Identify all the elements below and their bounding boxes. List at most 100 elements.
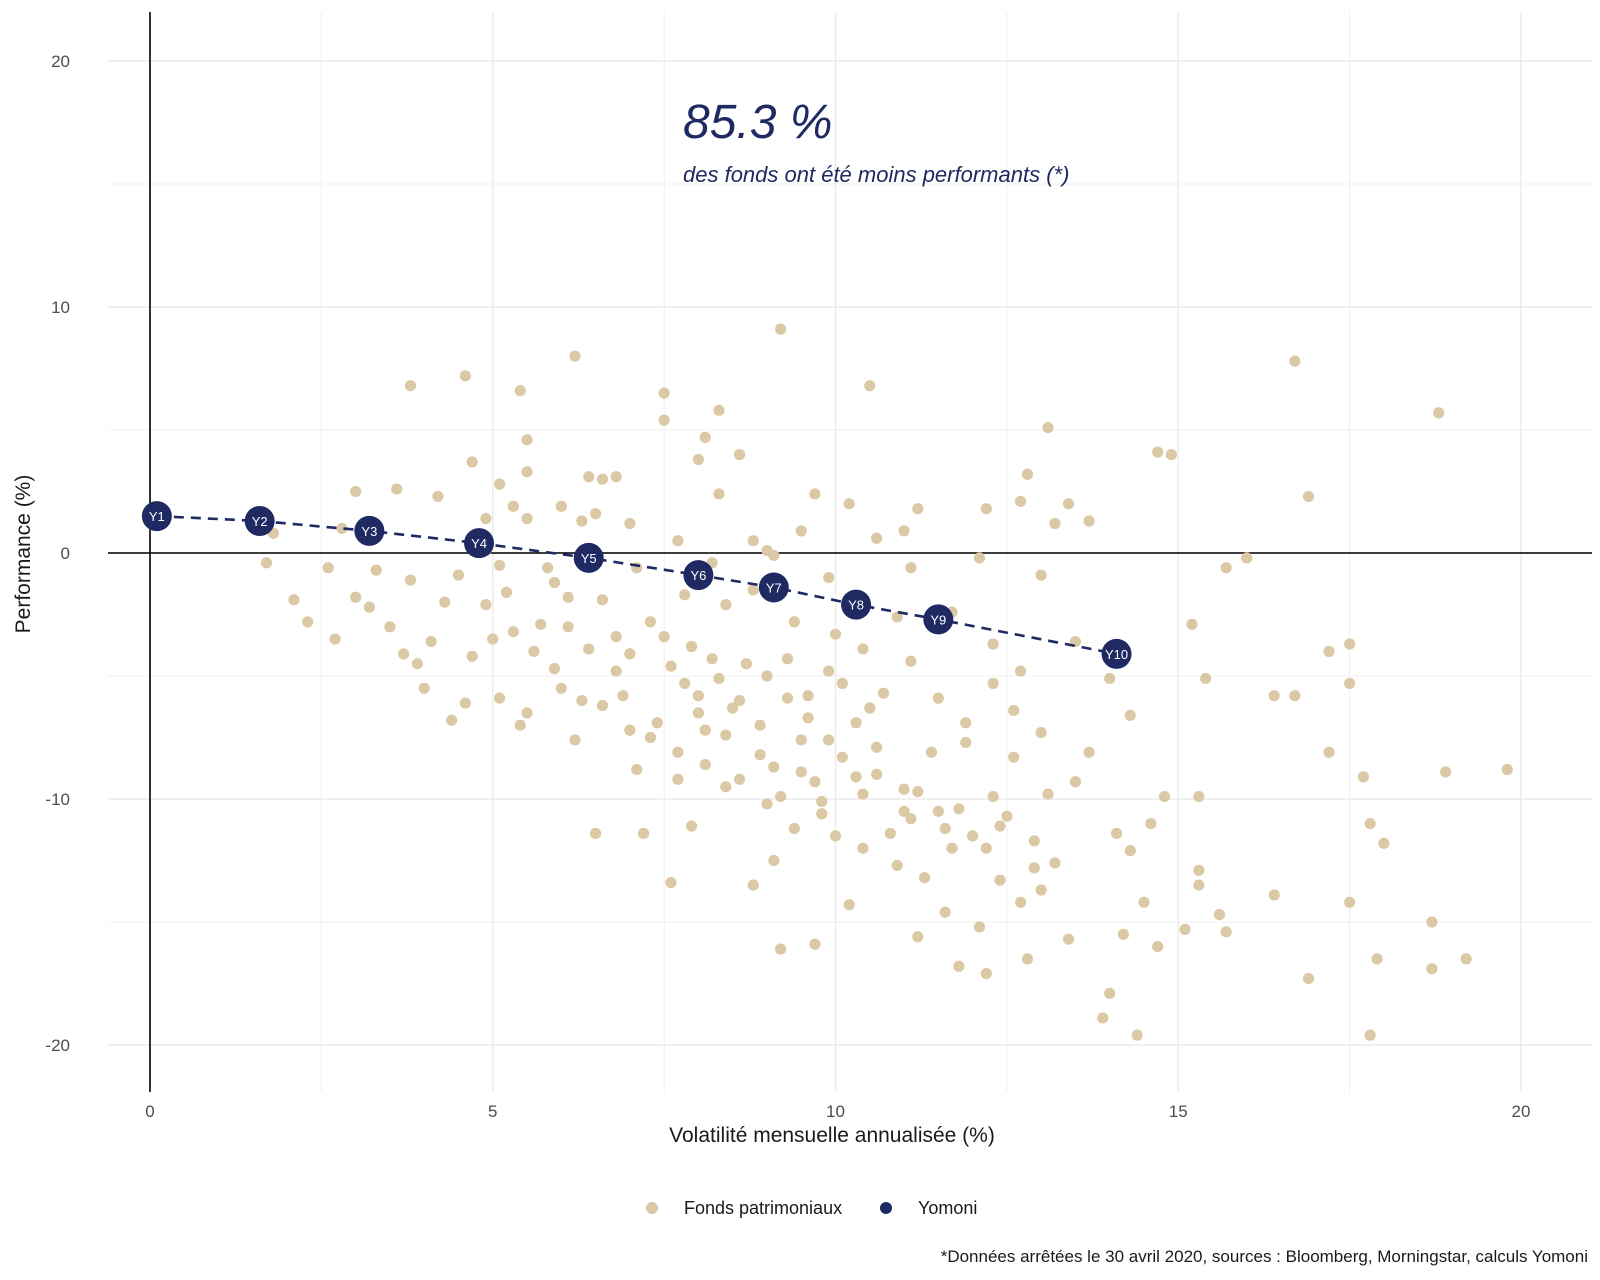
fund-point — [925, 746, 938, 758]
fund-point — [864, 702, 876, 714]
fund-point — [329, 633, 341, 645]
fund-point — [754, 719, 766, 731]
fund-point — [500, 586, 513, 598]
fund-point — [713, 404, 725, 416]
fund-point — [589, 827, 602, 840]
fund-point — [768, 854, 780, 867]
yomoni-point — [923, 604, 954, 635]
fund-point — [768, 761, 780, 773]
fund-point — [733, 695, 746, 707]
fund-point — [1145, 818, 1157, 830]
fund-point — [446, 714, 458, 726]
fund-point — [850, 717, 862, 729]
fund-point — [672, 773, 684, 785]
fund-point — [624, 648, 636, 660]
fund-point — [1186, 618, 1198, 630]
fund-point — [747, 879, 759, 891]
fund-point — [1220, 926, 1232, 938]
fund-point — [480, 512, 492, 525]
fund-point — [891, 859, 903, 872]
fund-point — [816, 795, 828, 808]
fund-point — [699, 431, 711, 443]
fund-point — [1378, 837, 1390, 849]
fund-point — [699, 758, 711, 771]
fund-point — [994, 874, 1006, 886]
fund-point — [1008, 704, 1020, 717]
fund-point — [617, 690, 629, 702]
fund-point — [871, 532, 883, 544]
fund-point — [507, 626, 519, 638]
fund-point — [480, 599, 492, 611]
fund-point — [802, 690, 814, 702]
fund-point — [692, 690, 705, 702]
fund-point — [665, 877, 677, 889]
fund-point — [1344, 896, 1356, 908]
fund-point — [548, 663, 561, 675]
fund-point — [713, 488, 725, 500]
fund-point — [384, 621, 396, 633]
yomoni-trend-line — [156, 514, 1117, 656]
fund-point — [720, 729, 732, 741]
fund-point — [1117, 928, 1130, 940]
fund-point — [1193, 864, 1205, 876]
yomoni-point-label: Y9 — [930, 612, 946, 627]
fund-point — [679, 589, 691, 601]
fund-point — [514, 385, 526, 397]
legend-funds-label: Fonds patrimoniaux — [684, 1198, 842, 1218]
fund-point — [946, 842, 958, 854]
fund-point — [644, 616, 657, 628]
fund-point — [788, 616, 800, 628]
fund-point — [350, 485, 362, 498]
fund-point — [637, 827, 650, 840]
yomoni-point — [354, 515, 385, 546]
fund-point — [363, 601, 375, 613]
fund-point — [973, 552, 986, 564]
fund-point — [919, 872, 931, 884]
fund-point — [809, 776, 821, 788]
legend-funds-dot — [646, 1202, 658, 1214]
fund-point — [1289, 690, 1301, 702]
yomoni-point-label: Y5 — [581, 551, 597, 566]
funds-points — [260, 323, 1513, 1041]
fund-point — [727, 702, 739, 714]
fund-point — [569, 350, 581, 362]
fund-point — [610, 631, 622, 643]
fund-point — [1083, 746, 1095, 758]
fund-point — [912, 931, 924, 943]
fund-point — [624, 517, 636, 530]
legend-yomoni-dot — [880, 1202, 892, 1214]
fund-point — [1097, 1012, 1109, 1024]
fund-point — [459, 697, 471, 709]
fund-point — [1426, 963, 1438, 975]
fund-point — [658, 387, 670, 399]
fund-point — [932, 805, 944, 817]
fund-point — [877, 687, 890, 699]
fund-point — [898, 805, 910, 817]
fund-point — [1062, 498, 1075, 510]
fund-point — [583, 643, 595, 655]
fund-point — [398, 648, 410, 660]
fund-point — [733, 449, 746, 461]
fund-point — [1035, 726, 1047, 739]
fund-point — [487, 633, 499, 645]
fund-point — [1268, 889, 1280, 901]
fund-point — [1083, 515, 1095, 527]
fund-point — [843, 498, 855, 510]
fund-point — [288, 594, 300, 606]
fund-point — [775, 790, 787, 803]
fund-point — [980, 842, 992, 854]
fund-point — [1302, 972, 1315, 985]
fund-point — [425, 635, 437, 648]
fund-point — [857, 643, 869, 655]
fund-point — [699, 724, 711, 736]
fund-point — [857, 842, 869, 854]
y-tick-label: 10 — [51, 298, 70, 317]
fund-point — [404, 574, 417, 586]
fund-point — [404, 380, 417, 392]
yomoni-point — [244, 506, 275, 537]
headline-percentage: 85.3 % — [683, 96, 832, 149]
fund-point — [1364, 1029, 1376, 1041]
fund-point — [1165, 449, 1177, 461]
fund-point — [1241, 552, 1253, 564]
yomoni-point — [683, 560, 714, 591]
